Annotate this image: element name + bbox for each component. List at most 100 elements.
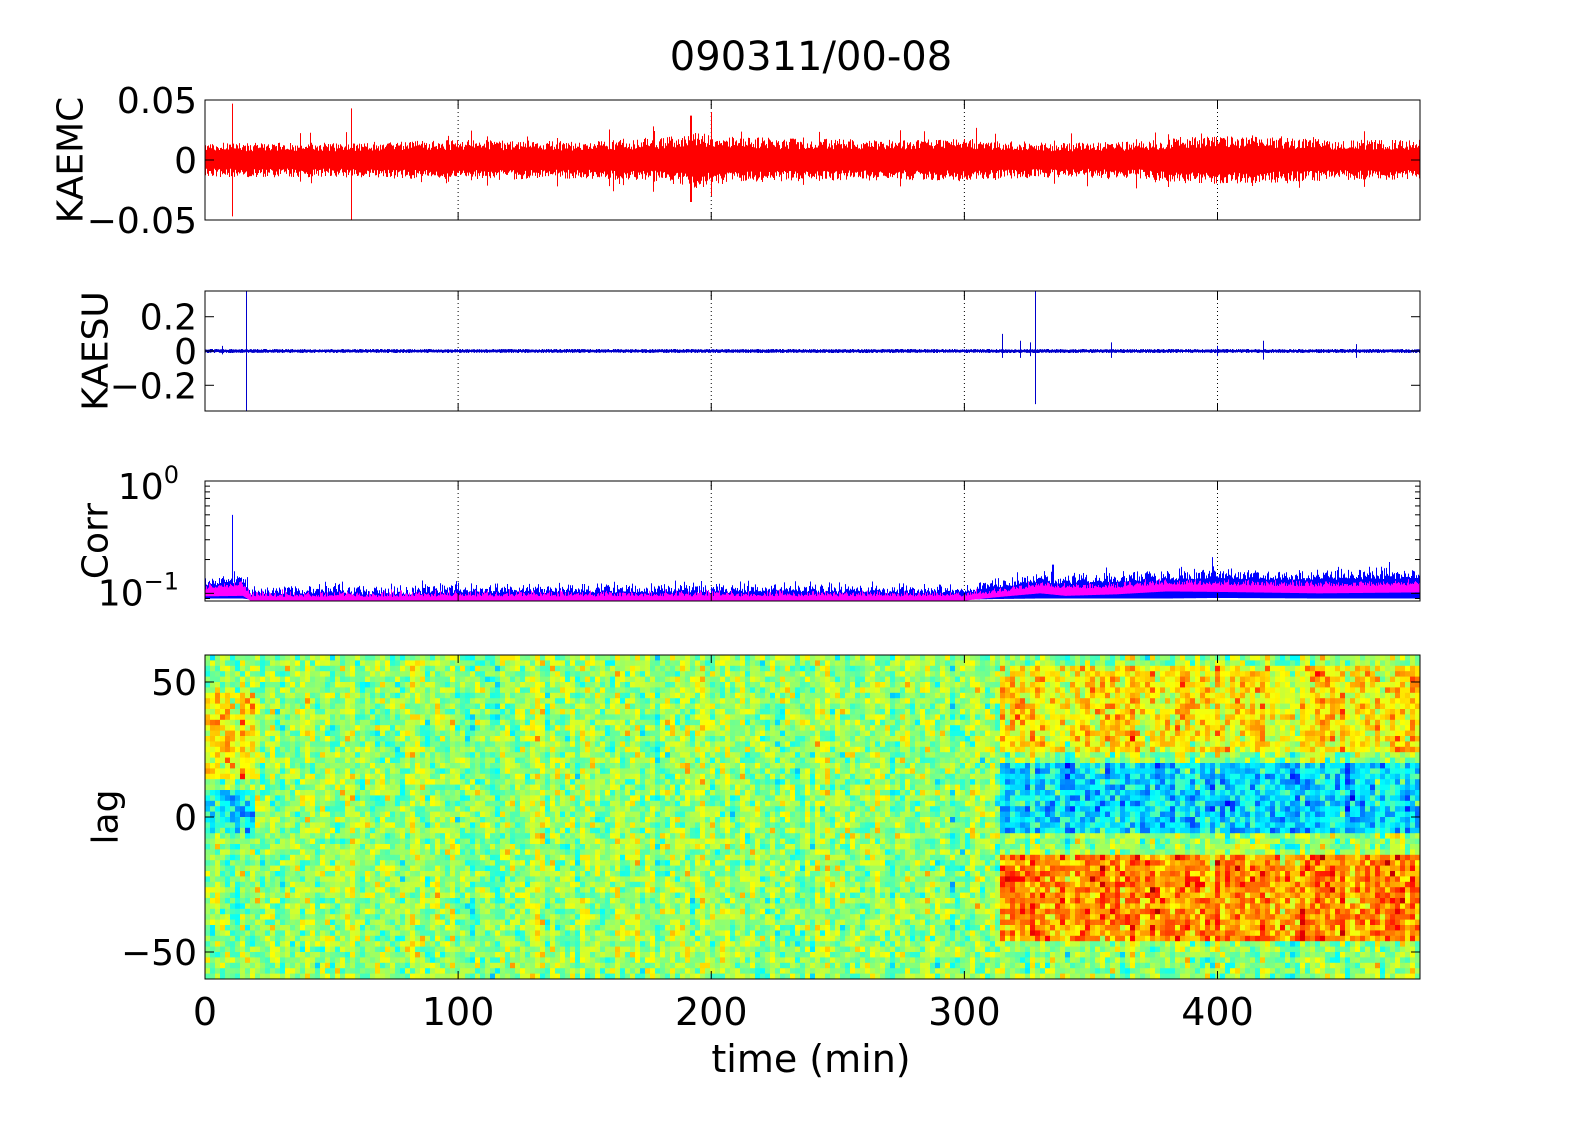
heatmap-cell bbox=[600, 736, 606, 742]
heatmap-cell bbox=[245, 871, 251, 877]
heatmap-cell bbox=[500, 833, 506, 840]
heatmap-cell bbox=[485, 800, 491, 807]
heatmap-cell bbox=[350, 676, 356, 683]
heatmap-cell bbox=[295, 757, 301, 764]
heatmap-cell bbox=[280, 973, 286, 979]
heatmap-cell bbox=[220, 682, 226, 688]
heatmap-cell bbox=[255, 676, 261, 683]
heatmap-cell bbox=[590, 768, 596, 775]
heatmap-cell bbox=[375, 665, 381, 672]
heatmap-cell bbox=[355, 957, 361, 964]
heatmap-cell bbox=[310, 930, 316, 937]
heatmap-cell bbox=[470, 822, 476, 829]
heatmap-cell bbox=[550, 736, 556, 742]
heatmap-cell bbox=[445, 790, 451, 796]
heatmap-cell bbox=[330, 925, 336, 931]
heatmap-cell bbox=[380, 930, 386, 937]
heatmap-cell bbox=[480, 962, 486, 969]
heatmap-cell bbox=[495, 854, 501, 861]
heatmap-cell bbox=[385, 838, 391, 845]
heatmap-cell bbox=[505, 957, 511, 964]
heatmap-cell bbox=[325, 671, 331, 678]
heatmap-cell bbox=[535, 725, 541, 732]
heatmap-cell bbox=[425, 730, 431, 737]
heatmap-cell bbox=[595, 741, 601, 748]
heatmap-cell bbox=[265, 919, 271, 926]
heatmap-cell bbox=[345, 968, 351, 975]
heatmap-cell bbox=[545, 838, 551, 845]
heatmap-cell bbox=[215, 865, 221, 872]
heatmap-cell bbox=[450, 687, 456, 694]
heatmap-cell bbox=[510, 968, 516, 975]
heatmap-cell bbox=[430, 957, 436, 964]
heatmap-cell bbox=[380, 773, 386, 780]
heatmap-cell bbox=[325, 849, 331, 856]
heatmap-cell bbox=[260, 957, 266, 964]
heatmap-cell bbox=[435, 709, 441, 715]
heatmap-cell bbox=[410, 881, 416, 888]
heatmap-cell bbox=[485, 719, 491, 726]
heatmap-cell bbox=[495, 698, 501, 705]
heatmap-cell bbox=[300, 898, 306, 904]
heatmap-cell bbox=[295, 703, 301, 710]
heatmap-cell bbox=[520, 865, 526, 872]
heatmap-cell bbox=[280, 714, 286, 721]
heatmap-cell bbox=[580, 881, 586, 888]
heatmap-cell bbox=[385, 849, 391, 856]
heatmap-cell bbox=[580, 719, 586, 726]
heatmap-cell bbox=[420, 671, 426, 678]
heatmap-cell bbox=[415, 665, 421, 672]
heatmap-cell bbox=[560, 665, 566, 672]
heatmap-cell bbox=[460, 849, 466, 856]
heatmap-cell bbox=[440, 903, 446, 910]
heatmap-cell bbox=[545, 865, 551, 872]
heatmap-cell bbox=[330, 887, 336, 894]
heatmap-cell bbox=[215, 703, 221, 710]
heatmap-cell bbox=[600, 660, 606, 667]
heatmap-cell bbox=[600, 860, 606, 867]
heatmap-cell bbox=[490, 811, 496, 818]
heatmap-cell bbox=[595, 962, 601, 969]
heatmap-cell bbox=[400, 962, 406, 969]
heatmap-cell bbox=[300, 914, 306, 921]
heatmap-cell bbox=[240, 795, 246, 802]
heatmap-cell bbox=[470, 935, 476, 942]
heatmap-cell bbox=[370, 898, 376, 904]
heatmap-cell bbox=[445, 908, 451, 915]
heatmap-cell bbox=[450, 698, 456, 705]
heatmap-cell bbox=[495, 892, 501, 899]
heatmap-cell bbox=[530, 746, 536, 753]
heatmap-cell bbox=[235, 719, 241, 726]
heatmap-cell bbox=[360, 752, 366, 759]
heatmap-cell bbox=[580, 844, 586, 850]
heatmap-cell bbox=[260, 919, 266, 926]
heatmap-cell bbox=[485, 746, 491, 753]
heatmap-cell bbox=[595, 752, 601, 759]
heatmap-cell bbox=[560, 957, 566, 964]
heatmap-cell bbox=[500, 692, 506, 699]
heatmap-cell bbox=[445, 817, 451, 823]
heatmap-cell bbox=[300, 692, 306, 699]
heatmap-cell bbox=[530, 919, 536, 926]
heatmap-cell bbox=[425, 773, 431, 780]
heatmap-cell bbox=[300, 806, 306, 813]
heatmap-cell bbox=[515, 736, 521, 742]
heatmap-cell bbox=[405, 914, 411, 921]
heatmap-cell bbox=[390, 930, 396, 937]
heatmap-cell bbox=[590, 925, 596, 931]
heatmap-cell bbox=[525, 849, 531, 856]
heatmap-cell bbox=[255, 827, 261, 834]
heatmap-cell bbox=[425, 790, 431, 796]
heatmap-cell bbox=[270, 919, 276, 926]
heatmap-cell bbox=[600, 800, 606, 807]
heatmap-cell bbox=[255, 671, 261, 678]
heatmap-cell bbox=[245, 881, 251, 888]
heatmap-cell bbox=[225, 849, 231, 856]
heatmap-cell bbox=[280, 784, 286, 791]
heatmap-cell bbox=[295, 827, 301, 834]
heatmap-cell bbox=[350, 908, 356, 915]
heatmap-cell bbox=[490, 962, 496, 969]
heatmap-cell bbox=[265, 703, 271, 710]
heatmap-cell bbox=[250, 919, 256, 926]
heatmap-cell bbox=[350, 671, 356, 678]
